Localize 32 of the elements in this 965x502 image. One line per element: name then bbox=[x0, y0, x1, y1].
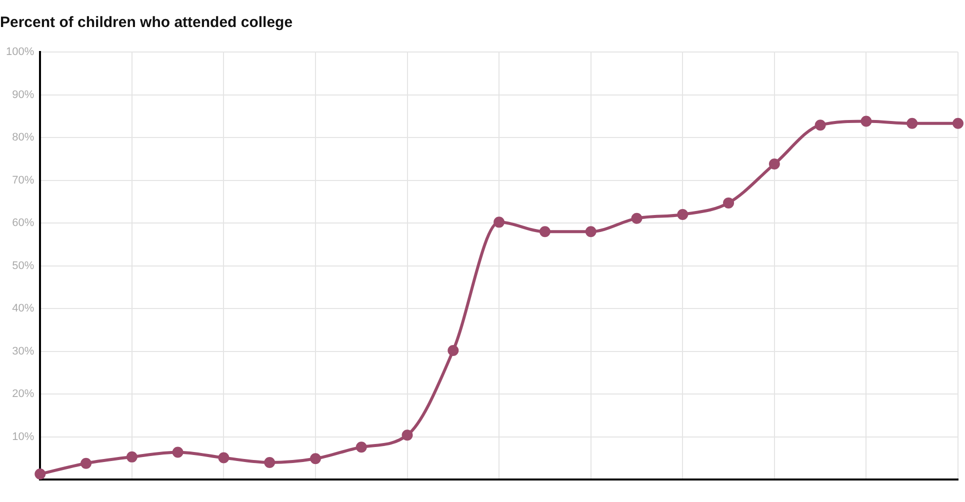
point bbox=[906, 118, 918, 129]
y-tick-label: 50% bbox=[12, 260, 34, 272]
point bbox=[677, 208, 688, 220]
point bbox=[126, 451, 138, 462]
point bbox=[172, 446, 184, 458]
point bbox=[952, 118, 964, 129]
chart-title: Percent of children who attended college bbox=[0, 14, 293, 32]
point bbox=[264, 456, 276, 468]
point bbox=[768, 158, 780, 170]
y-tick-label: 40% bbox=[12, 302, 34, 315]
point bbox=[310, 453, 321, 464]
y-tick-label: 70% bbox=[12, 174, 34, 186]
y-tick-label: 80% bbox=[12, 132, 34, 144]
point bbox=[585, 226, 596, 238]
y-tick-label: 60% bbox=[12, 217, 34, 230]
y-tick-label: 30% bbox=[12, 345, 34, 358]
y-tick-label: 90% bbox=[12, 88, 34, 101]
point bbox=[814, 120, 826, 131]
y-tick-label: 100% bbox=[6, 46, 34, 58]
y-tick-label: 20% bbox=[12, 388, 34, 400]
point bbox=[80, 458, 92, 469]
point bbox=[356, 442, 367, 453]
y-tick-label: 10% bbox=[12, 430, 34, 443]
point bbox=[402, 430, 413, 441]
point bbox=[860, 116, 872, 127]
point bbox=[539, 226, 550, 238]
point bbox=[631, 212, 642, 224]
point bbox=[723, 197, 734, 208]
point bbox=[34, 468, 46, 480]
point bbox=[448, 344, 459, 356]
point bbox=[218, 452, 230, 464]
point bbox=[494, 216, 505, 228]
